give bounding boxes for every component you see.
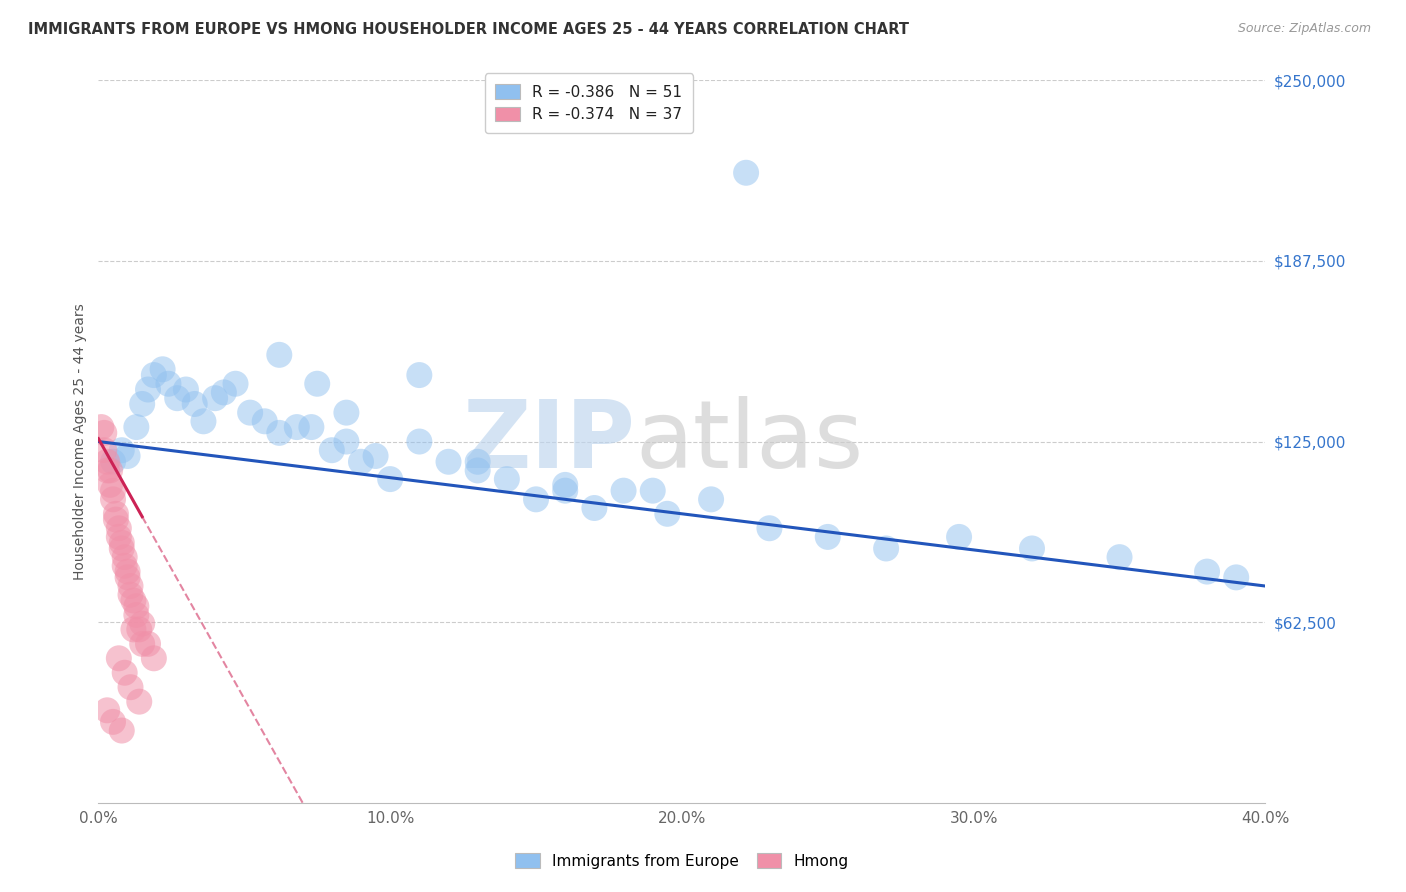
Text: ZIP: ZIP <box>463 395 636 488</box>
Point <box>253 414 276 428</box>
Point <box>114 665 136 680</box>
Point <box>408 368 430 382</box>
Point <box>108 651 131 665</box>
Point <box>111 541 134 556</box>
Point <box>104 512 127 526</box>
Point <box>122 623 145 637</box>
Point <box>104 507 127 521</box>
Point <box>111 443 134 458</box>
Point <box>467 463 489 477</box>
Point <box>101 714 124 729</box>
Point <box>111 535 134 549</box>
Point <box>117 570 139 584</box>
Point <box>101 483 124 498</box>
Point <box>285 420 308 434</box>
Point <box>93 425 115 440</box>
Point <box>131 616 153 631</box>
Point <box>166 391 188 405</box>
Legend: Immigrants from Europe, Hmong: Immigrants from Europe, Hmong <box>509 847 855 875</box>
Y-axis label: Householder Income Ages 25 - 44 years: Householder Income Ages 25 - 44 years <box>73 303 87 580</box>
Point <box>96 463 118 477</box>
Point <box>204 391 226 405</box>
Point <box>142 368 165 382</box>
Text: atlas: atlas <box>636 395 863 488</box>
Point <box>108 521 131 535</box>
Point <box>299 420 322 434</box>
Point <box>131 397 153 411</box>
Point <box>1021 541 1043 556</box>
Point <box>817 530 839 544</box>
Point <box>96 455 118 469</box>
Point <box>554 478 576 492</box>
Point <box>96 703 118 717</box>
Point <box>98 463 121 477</box>
Point <box>554 483 576 498</box>
Point <box>875 541 897 556</box>
Point <box>612 483 634 498</box>
Point <box>350 455 373 469</box>
Point <box>120 680 142 694</box>
Point <box>700 492 723 507</box>
Point <box>335 406 357 420</box>
Point <box>136 637 159 651</box>
Point <box>157 376 180 391</box>
Point <box>321 443 343 458</box>
Point <box>193 414 215 428</box>
Point <box>117 449 139 463</box>
Point <box>108 530 131 544</box>
Point <box>114 558 136 573</box>
Point <box>735 166 758 180</box>
Point <box>117 565 139 579</box>
Point <box>122 593 145 607</box>
Text: Source: ZipAtlas.com: Source: ZipAtlas.com <box>1237 22 1371 36</box>
Point <box>125 607 148 622</box>
Point <box>1108 550 1130 565</box>
Point <box>437 455 460 469</box>
Point <box>758 521 780 535</box>
Point <box>641 483 664 498</box>
Point <box>120 588 142 602</box>
Point <box>335 434 357 449</box>
Point <box>131 637 153 651</box>
Point <box>142 651 165 665</box>
Point <box>90 420 112 434</box>
Point <box>225 376 247 391</box>
Point <box>1225 570 1247 584</box>
Point <box>239 406 262 420</box>
Text: IMMIGRANTS FROM EUROPE VS HMONG HOUSEHOLDER INCOME AGES 25 - 44 YEARS CORRELATIO: IMMIGRANTS FROM EUROPE VS HMONG HOUSEHOL… <box>28 22 910 37</box>
Point <box>174 383 197 397</box>
Point <box>98 478 121 492</box>
Point <box>1195 565 1218 579</box>
Point <box>496 472 519 486</box>
Point <box>269 425 291 440</box>
Point <box>524 492 547 507</box>
Point <box>93 443 115 458</box>
Point <box>183 397 205 411</box>
Point <box>125 420 148 434</box>
Point <box>307 376 329 391</box>
Point <box>101 455 124 469</box>
Point <box>657 507 679 521</box>
Point <box>408 434 430 449</box>
Point <box>152 362 174 376</box>
Point <box>269 348 291 362</box>
Point <box>128 623 150 637</box>
Point <box>583 501 606 516</box>
Point <box>380 472 402 486</box>
Point <box>120 579 142 593</box>
Point <box>114 550 136 565</box>
Point <box>136 383 159 397</box>
Point <box>212 385 235 400</box>
Point <box>128 695 150 709</box>
Point <box>948 530 970 544</box>
Point <box>467 455 489 469</box>
Point <box>364 449 387 463</box>
Point <box>101 492 124 507</box>
Point <box>111 723 134 738</box>
Point <box>125 599 148 614</box>
